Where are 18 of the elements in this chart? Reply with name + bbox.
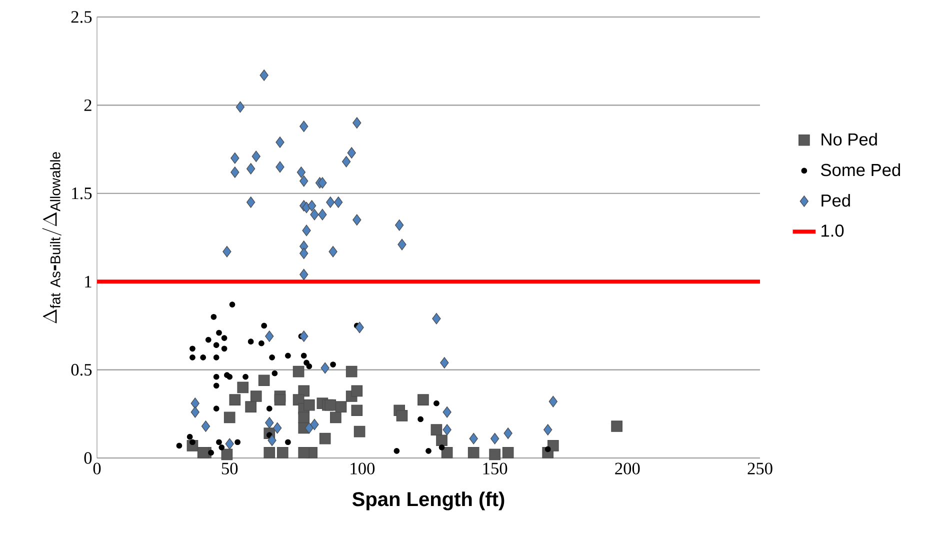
y-tick-label: 2.5 (71, 11, 92, 23)
x-tick-label: 200 (615, 462, 640, 474)
y-tick-label: 0.5 (71, 364, 92, 376)
y-axis-title: $\Delta_{\mathrm{fat\ As\mbox{-}Built}}/\Delta_{\mathrm{Allowable}}$ (42, 152, 62, 324)
x-tick-label: 250 (748, 462, 772, 474)
x-tick-label: 50 (222, 462, 238, 474)
legend-label: Ped (822, 194, 850, 207)
x-tick-label: 150 (483, 462, 508, 474)
legend-label: 1.0 (822, 224, 844, 237)
x-tick-label: 0 (93, 462, 101, 474)
y-tick-label: 0 (84, 452, 92, 464)
legend-label: No Ped (822, 132, 877, 146)
legend-label: Some Ped (821, 163, 900, 176)
y-tick-label: 1.5 (72, 188, 92, 200)
y-tick-label: 2 (84, 99, 92, 111)
y-tick-label: 1 (85, 276, 92, 288)
x-tick-label: 100 (350, 462, 375, 474)
x-axis-title: Span Length (ft) (352, 492, 504, 510)
